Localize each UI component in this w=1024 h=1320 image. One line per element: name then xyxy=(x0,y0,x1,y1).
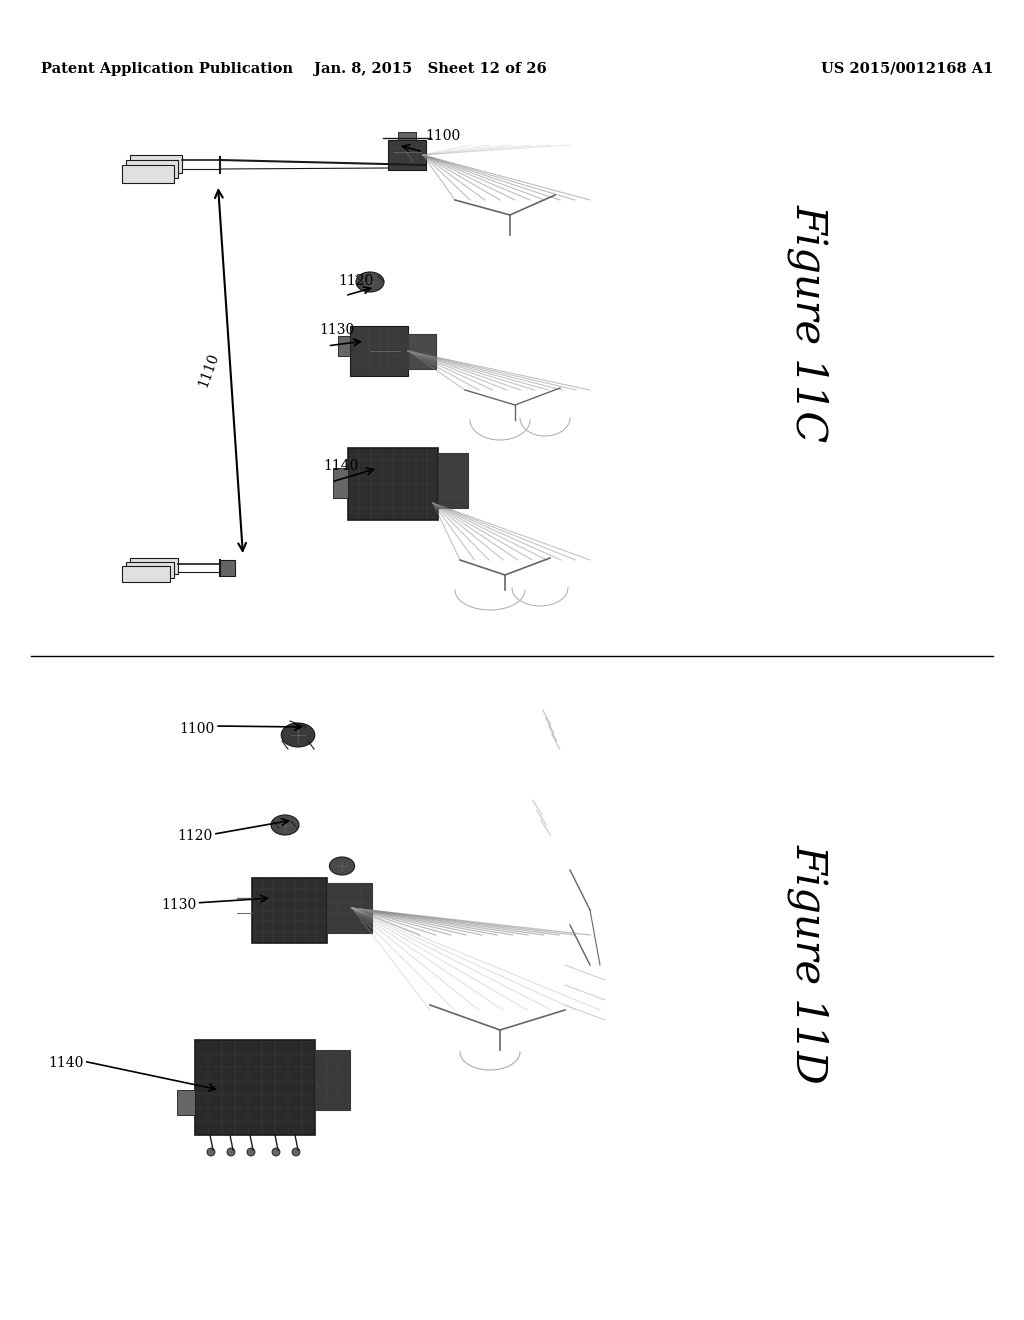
FancyBboxPatch shape xyxy=(195,1040,315,1135)
Bar xyxy=(126,160,178,178)
Circle shape xyxy=(292,1148,300,1156)
FancyBboxPatch shape xyxy=(348,447,438,520)
Text: Figure 11D: Figure 11D xyxy=(787,843,830,1084)
Text: 1120: 1120 xyxy=(178,829,213,843)
Bar xyxy=(122,165,174,183)
Text: Figure 11C: Figure 11C xyxy=(787,205,830,442)
Bar xyxy=(338,337,350,356)
Text: Jan. 8, 2015   Sheet 12 of 26: Jan. 8, 2015 Sheet 12 of 26 xyxy=(313,62,547,75)
Ellipse shape xyxy=(282,723,314,747)
FancyBboxPatch shape xyxy=(408,334,436,370)
Circle shape xyxy=(247,1148,255,1156)
FancyBboxPatch shape xyxy=(315,1049,350,1110)
Bar xyxy=(126,562,174,578)
FancyBboxPatch shape xyxy=(350,326,408,376)
Ellipse shape xyxy=(330,857,354,875)
Ellipse shape xyxy=(271,814,299,836)
Text: Patent Application Publication: Patent Application Publication xyxy=(41,62,293,75)
Circle shape xyxy=(272,1148,280,1156)
FancyBboxPatch shape xyxy=(327,883,372,933)
Bar xyxy=(130,558,178,574)
Circle shape xyxy=(227,1148,234,1156)
Bar xyxy=(130,154,182,173)
FancyBboxPatch shape xyxy=(388,140,426,170)
Text: 1130: 1130 xyxy=(162,898,197,912)
FancyBboxPatch shape xyxy=(220,560,234,576)
Text: 1140: 1140 xyxy=(324,458,359,473)
Text: 1120: 1120 xyxy=(338,273,373,288)
Ellipse shape xyxy=(356,272,384,292)
Bar xyxy=(398,132,416,140)
Text: 1140: 1140 xyxy=(48,1056,84,1071)
Bar xyxy=(122,566,170,582)
Bar xyxy=(177,1090,195,1115)
Text: 1100: 1100 xyxy=(425,128,460,143)
Bar xyxy=(333,469,348,498)
Text: US 2015/0012168 A1: US 2015/0012168 A1 xyxy=(821,62,993,75)
FancyBboxPatch shape xyxy=(252,878,327,942)
FancyBboxPatch shape xyxy=(438,453,468,508)
Circle shape xyxy=(207,1148,215,1156)
Text: 1110: 1110 xyxy=(196,351,221,389)
Text: 1130: 1130 xyxy=(319,322,354,337)
Text: 1100: 1100 xyxy=(180,722,215,737)
